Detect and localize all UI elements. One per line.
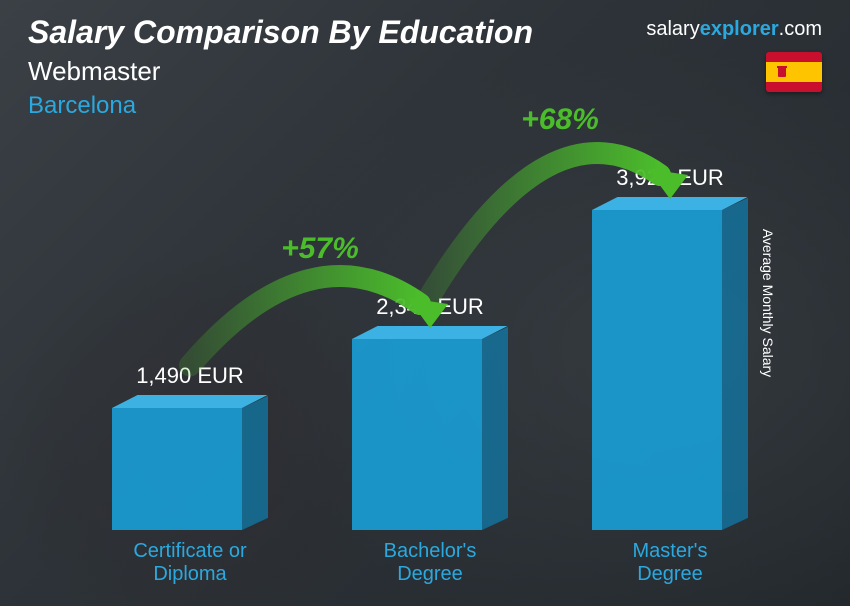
brand-prefix: salary: [646, 18, 699, 40]
brand-mid: explorer: [700, 18, 779, 40]
percent-increase-label: +57%: [260, 232, 380, 266]
infographic-container: Salary Comparison By Education Webmaster…: [0, 0, 850, 606]
bar-label: Certificate orDiploma: [90, 540, 290, 586]
bar-top: [112, 395, 268, 408]
bar-side: [482, 327, 508, 530]
bar-front: [112, 408, 242, 530]
bar-value: 3,920 EUR: [570, 165, 770, 191]
bar-side: [722, 198, 748, 530]
bar-label: Master'sDegree: [570, 540, 770, 586]
bar-top: [352, 326, 508, 339]
bar-group: Certificate orDiploma1,490 EUR: [90, 368, 290, 586]
bar: [592, 197, 748, 530]
bar: [352, 326, 508, 530]
bar-value: 1,490 EUR: [90, 363, 290, 389]
bar-side: [242, 396, 268, 530]
chart-title: Salary Comparison By Education: [28, 14, 533, 51]
bar-group: Master'sDegree3,920 EUR: [570, 170, 770, 586]
country-flag-icon: [766, 52, 822, 92]
brand-suffix: .com: [779, 18, 822, 40]
chart-area: Certificate orDiploma1,490 EURBachelor's…: [60, 106, 780, 586]
brand-logo: salaryexplorer.com: [646, 18, 822, 41]
bar-group: Bachelor'sDegree2,340 EUR: [330, 299, 530, 586]
flag-svg: [766, 52, 822, 92]
bar-label: Bachelor'sDegree: [330, 540, 530, 586]
percent-increase-label: +68%: [500, 103, 620, 137]
bar-front: [352, 339, 482, 530]
bar-front: [592, 210, 722, 530]
bar-value: 2,340 EUR: [330, 294, 530, 320]
bar-top: [592, 197, 748, 210]
bar: [112, 395, 268, 530]
chart-subtitle: Webmaster: [28, 56, 160, 87]
